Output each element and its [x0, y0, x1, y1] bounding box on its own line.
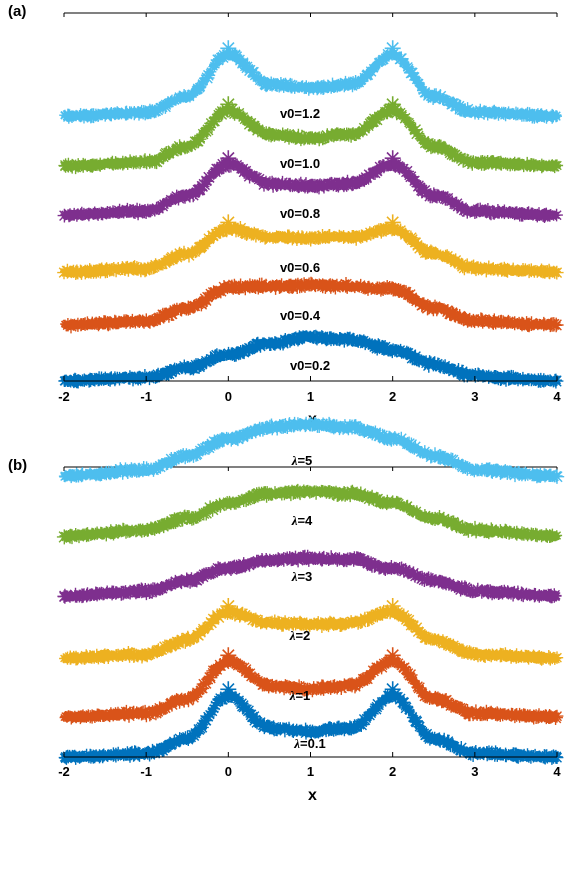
panel-b: (b) λ=0.1 λ=1 λ=2 λ=3 λ=4 λ=5 -2 -1 0 1 2 3 4 x: [8, 416, 565, 804]
peak-marker: [384, 96, 401, 113]
peak-marker: [384, 214, 401, 231]
series-label: v0=0.8: [280, 206, 320, 221]
series-3: [57, 150, 563, 223]
x-tick-label: 0: [225, 764, 232, 779]
series-label: v0=0.4: [280, 308, 321, 323]
peak-marker: [384, 681, 401, 698]
x-tick-label: -1: [140, 764, 152, 779]
x-tick-label: 1: [307, 764, 314, 779]
peak-marker: [384, 598, 401, 614]
series-1: [59, 647, 564, 725]
series-label: λ=2: [289, 628, 311, 643]
peak-marker: [220, 598, 237, 614]
series-markers: [58, 688, 564, 765]
series-label: v0=0.6: [280, 260, 320, 275]
series-label: v0=1.2: [280, 106, 320, 121]
x-tick-label: 0: [225, 389, 232, 404]
series-label: λ=0.1: [293, 736, 325, 751]
series-3: [57, 549, 562, 604]
panel-a: (a) v0=0.2 v0=0.4 v0=0.6 v0=0.8 v0=1.0 v0=1.2 -…: [8, 3, 564, 428]
peak-marker: [384, 150, 401, 167]
x-tick-label: 3: [471, 389, 478, 404]
panel-label: (b): [8, 457, 27, 474]
series-label: λ=3: [291, 569, 313, 584]
series-label: v0=0.2: [290, 358, 330, 373]
series-label: v0=1.0: [280, 156, 320, 171]
series-1: [60, 276, 564, 334]
series-2: [59, 598, 564, 666]
series-0: [58, 681, 564, 765]
peak-marker: [220, 40, 237, 57]
x-tick-label: -2: [58, 389, 70, 404]
peak-marker: [220, 214, 237, 231]
series-markers: [59, 603, 564, 666]
peak-marker: [220, 96, 237, 113]
x-axis-label: x: [308, 787, 317, 804]
series-markers: [57, 549, 562, 604]
x-tick-label: 1: [307, 389, 314, 404]
panel-label: (a): [8, 3, 26, 20]
x-tick-label: -1: [140, 389, 152, 404]
x-tick-label: 3: [471, 764, 478, 779]
series-markers: [60, 276, 564, 334]
peak-marker: [220, 150, 237, 167]
peak-marker: [220, 681, 237, 698]
series-label: λ=4: [291, 513, 313, 528]
peak-marker: [220, 647, 237, 664]
x-tick-label: -2: [58, 764, 70, 779]
series-markers: [59, 652, 564, 725]
series-markers: [56, 483, 563, 545]
series-5: [58, 416, 565, 484]
x-tick-label: 2: [389, 764, 396, 779]
series-markers: [58, 416, 565, 484]
peak-marker: [384, 40, 401, 57]
series-2: [57, 214, 564, 280]
x-tick-label: 4: [553, 389, 561, 404]
series-5: [59, 40, 562, 124]
series-4: [58, 96, 564, 175]
x-tick-label: 4: [553, 764, 561, 779]
series-4: [56, 483, 563, 545]
series-label: λ=1: [289, 688, 311, 703]
x-tick-label: 2: [389, 389, 396, 404]
peak-marker: [384, 647, 401, 664]
series-label: λ=5: [291, 453, 313, 468]
